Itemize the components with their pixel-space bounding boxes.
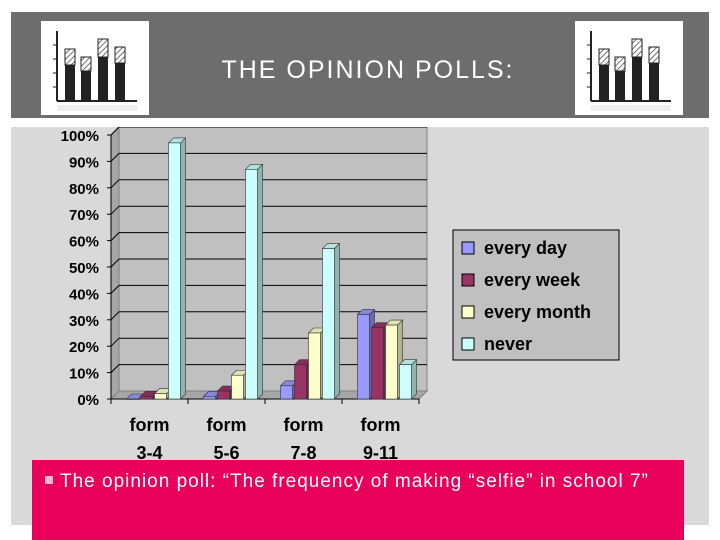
bar [245, 169, 258, 400]
bar [203, 396, 216, 400]
bar-side [257, 163, 263, 400]
legend-swatch [461, 305, 475, 319]
y-tick-label: 70% [69, 207, 99, 224]
x-tick-label: form [284, 415, 324, 435]
bar [168, 142, 181, 400]
y-tick-label: 100% [61, 128, 99, 145]
bar [140, 396, 153, 400]
bar-side [334, 242, 340, 400]
gridline [110, 127, 427, 136]
y-tick-label: 80% [69, 181, 99, 198]
legend-label: every week [484, 270, 581, 290]
chart-area: 0% 10% 20% 30% 40% 50% 60% 70% 80% 90% 100% form 3-4… [11, 127, 709, 525]
gridline [110, 205, 427, 215]
y-tick-label: 40% [69, 286, 99, 303]
bar [231, 374, 244, 400]
bar [126, 398, 139, 400]
x-tick-label: 9-11 [363, 443, 398, 463]
bullet-icon [45, 476, 53, 484]
bar-chart-icon [41, 21, 149, 115]
bar [385, 324, 398, 400]
legend-swatch [461, 337, 475, 351]
bar [322, 248, 335, 400]
gridline [110, 179, 427, 189]
page-title: THE OPINION POLLS: [221, 56, 515, 84]
bar-chart: 0% 10% 20% 30% 40% 50% 60% 70% 80% 90% 100% form 3-4… [61, 127, 620, 463]
bar [399, 364, 412, 400]
x-tick-label: 5-6 [213, 443, 239, 463]
bar-chart-icon [575, 21, 683, 115]
caption-box: The opinion poll: “The frequency of maki… [32, 460, 684, 540]
y-tick-label: 90% [69, 154, 99, 171]
x-tick-label: form [361, 415, 401, 435]
bar [357, 314, 370, 400]
legend-label: every day [484, 238, 567, 258]
y-tick-label: 30% [69, 313, 99, 330]
bar [280, 385, 293, 400]
legend-swatch [461, 273, 475, 287]
bar [217, 390, 230, 400]
x-tick-label: 3-4 [136, 443, 162, 463]
caption-text: The opinion poll: “The frequency of maki… [60, 471, 649, 492]
bar [154, 393, 167, 400]
bar-side [411, 358, 417, 400]
x-tick-label: form [207, 415, 247, 435]
x-tick-label: form [130, 415, 170, 435]
bar [371, 327, 384, 400]
gridline [110, 152, 427, 162]
y-tick-label: 60% [69, 234, 99, 251]
x-tick-label: 7-8 [290, 443, 316, 463]
legend-label: every month [484, 302, 591, 322]
bar-side [180, 137, 186, 400]
y-tick-label: 50% [69, 260, 99, 277]
y-tick-label: 0% [77, 392, 99, 409]
bar [308, 332, 321, 400]
y-tick-label: 10% [69, 366, 99, 383]
legend-box [452, 229, 620, 361]
bar [294, 364, 307, 400]
legend-swatch [461, 241, 475, 255]
header-bar: THE OPINION POLLS: [11, 12, 709, 118]
legend-label: never [484, 334, 532, 354]
y-tick-label: 20% [69, 339, 99, 356]
gridline [110, 232, 427, 241]
